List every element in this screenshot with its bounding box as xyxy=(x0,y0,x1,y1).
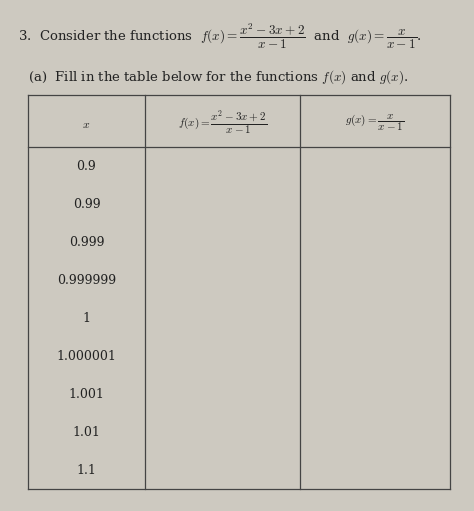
Text: 0.99: 0.99 xyxy=(73,197,100,211)
Text: $x$: $x$ xyxy=(82,118,91,130)
Text: 3.  Consider the functions  $f(x) = \dfrac{x^2 - 3x + 2}{x - 1}$  and  $g(x) = \: 3. Consider the functions $f(x) = \dfrac… xyxy=(18,22,422,52)
Text: 0.999: 0.999 xyxy=(69,236,104,248)
Text: 1.001: 1.001 xyxy=(69,387,104,401)
Text: $g(x) = \dfrac{x}{x - 1}$: $g(x) = \dfrac{x}{x - 1}$ xyxy=(346,113,405,133)
Text: 1: 1 xyxy=(82,312,91,324)
Text: $f(x) = \dfrac{x^2 - 3x + 2}{x - 1}$: $f(x) = \dfrac{x^2 - 3x + 2}{x - 1}$ xyxy=(178,109,267,137)
Text: 0.999999: 0.999999 xyxy=(57,273,116,287)
Text: 1.000001: 1.000001 xyxy=(56,350,117,362)
Text: 1.1: 1.1 xyxy=(77,463,96,476)
Text: (a)  Fill in the table below for the functions $f(x)$ and $g(x)$.: (a) Fill in the table below for the func… xyxy=(28,68,408,86)
Text: 0.9: 0.9 xyxy=(77,159,96,173)
Text: 1.01: 1.01 xyxy=(73,426,100,438)
